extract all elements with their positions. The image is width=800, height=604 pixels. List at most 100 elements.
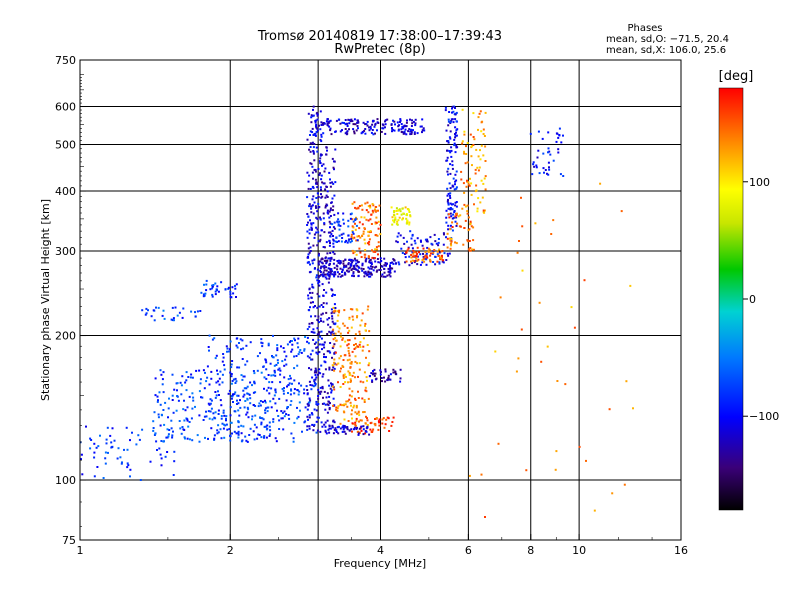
- echo-point: [319, 234, 322, 237]
- echo-point: [368, 129, 371, 132]
- echo-point: [447, 140, 450, 142]
- echo-point: [333, 294, 336, 296]
- echo-point: [261, 400, 264, 403]
- echo-point: [367, 230, 370, 233]
- echo-point: [483, 209, 486, 212]
- echo-point: [324, 429, 327, 432]
- echo-point: [369, 258, 372, 261]
- echo-point: [278, 397, 281, 400]
- echo-point: [337, 259, 340, 262]
- echo-point: [319, 162, 322, 165]
- echo-point: [379, 371, 382, 373]
- echo-point: [308, 309, 311, 312]
- echo-point: [411, 247, 414, 250]
- echo-point: [336, 310, 339, 313]
- echo-point: [365, 415, 367, 418]
- echo-point: [351, 202, 354, 205]
- echo-point: [159, 403, 162, 406]
- echo-point: [377, 245, 380, 248]
- echo-point: [330, 312, 333, 315]
- echo-point: [237, 432, 240, 434]
- echo-point: [275, 354, 278, 357]
- echo-point: [252, 430, 255, 433]
- echo-point: [231, 360, 234, 362]
- echo-point: [329, 427, 332, 430]
- echo-point: [573, 326, 576, 329]
- echo-point: [311, 413, 314, 416]
- echo-point: [171, 319, 174, 322]
- echo-point: [402, 131, 405, 134]
- echo-point: [340, 335, 342, 338]
- echo-point: [308, 397, 311, 400]
- echo-point: [264, 401, 267, 404]
- echo-point: [454, 126, 457, 129]
- echo-point: [308, 356, 311, 359]
- echo-point: [160, 464, 163, 467]
- echo-point: [331, 368, 334, 371]
- echo-point: [170, 318, 173, 321]
- echo-point: [364, 386, 367, 389]
- echo-point: [332, 338, 335, 341]
- echo-point: [333, 160, 336, 163]
- echo-point: [325, 302, 328, 305]
- echo-point: [333, 352, 336, 355]
- echo-point: [323, 231, 326, 234]
- echo-point: [424, 254, 427, 257]
- echo-point: [368, 240, 371, 243]
- echo-point: [116, 457, 119, 460]
- echo-point: [329, 231, 332, 234]
- echo-point: [331, 364, 334, 367]
- echo-point: [374, 418, 376, 420]
- echo-point: [243, 375, 246, 378]
- echo-point: [317, 416, 320, 419]
- echo-point: [333, 258, 336, 261]
- colorbar: [718, 87, 744, 511]
- echo-point: [323, 269, 326, 272]
- echo-point: [390, 424, 393, 427]
- echo-point: [362, 428, 365, 431]
- echo-point: [253, 380, 256, 383]
- echo-point: [384, 380, 387, 383]
- echo-point: [366, 424, 369, 426]
- echo-point: [332, 205, 335, 208]
- echo-point: [406, 119, 408, 122]
- echo-point: [156, 449, 158, 451]
- echo-point: [367, 271, 370, 274]
- echo-point: [277, 415, 280, 417]
- echo-point: [253, 382, 256, 385]
- echo-point: [334, 273, 337, 276]
- echo-point: [372, 257, 375, 260]
- echo-point: [194, 405, 196, 408]
- echo-point: [280, 417, 283, 420]
- echo-point: [210, 427, 213, 430]
- echo-point: [97, 445, 100, 448]
- echo-point: [310, 388, 313, 391]
- echo-point: [379, 369, 382, 372]
- echo-point: [343, 122, 346, 124]
- echo-point: [409, 214, 412, 217]
- echo-point: [381, 418, 384, 421]
- echo-point: [389, 262, 392, 264]
- echo-point: [353, 426, 356, 429]
- echo-point: [366, 344, 369, 346]
- echo-point: [453, 144, 456, 147]
- echo-point: [374, 372, 377, 375]
- echo-point: [473, 203, 475, 206]
- echo-point: [408, 211, 411, 213]
- echo-point: [217, 413, 220, 415]
- echo-point: [307, 261, 310, 264]
- echo-point: [154, 377, 157, 380]
- echo-point: [368, 261, 371, 264]
- echo-point: [329, 331, 332, 334]
- echo-point: [204, 436, 206, 439]
- echo-point: [370, 213, 373, 216]
- echo-point: [235, 432, 238, 435]
- echo-point: [350, 212, 353, 215]
- echo-point: [332, 166, 335, 169]
- echo-point: [385, 418, 388, 421]
- echo-point: [315, 123, 318, 126]
- echo-point: [214, 357, 217, 360]
- echo-point: [354, 219, 357, 221]
- echo-point: [325, 203, 328, 206]
- echo-point: [350, 395, 353, 398]
